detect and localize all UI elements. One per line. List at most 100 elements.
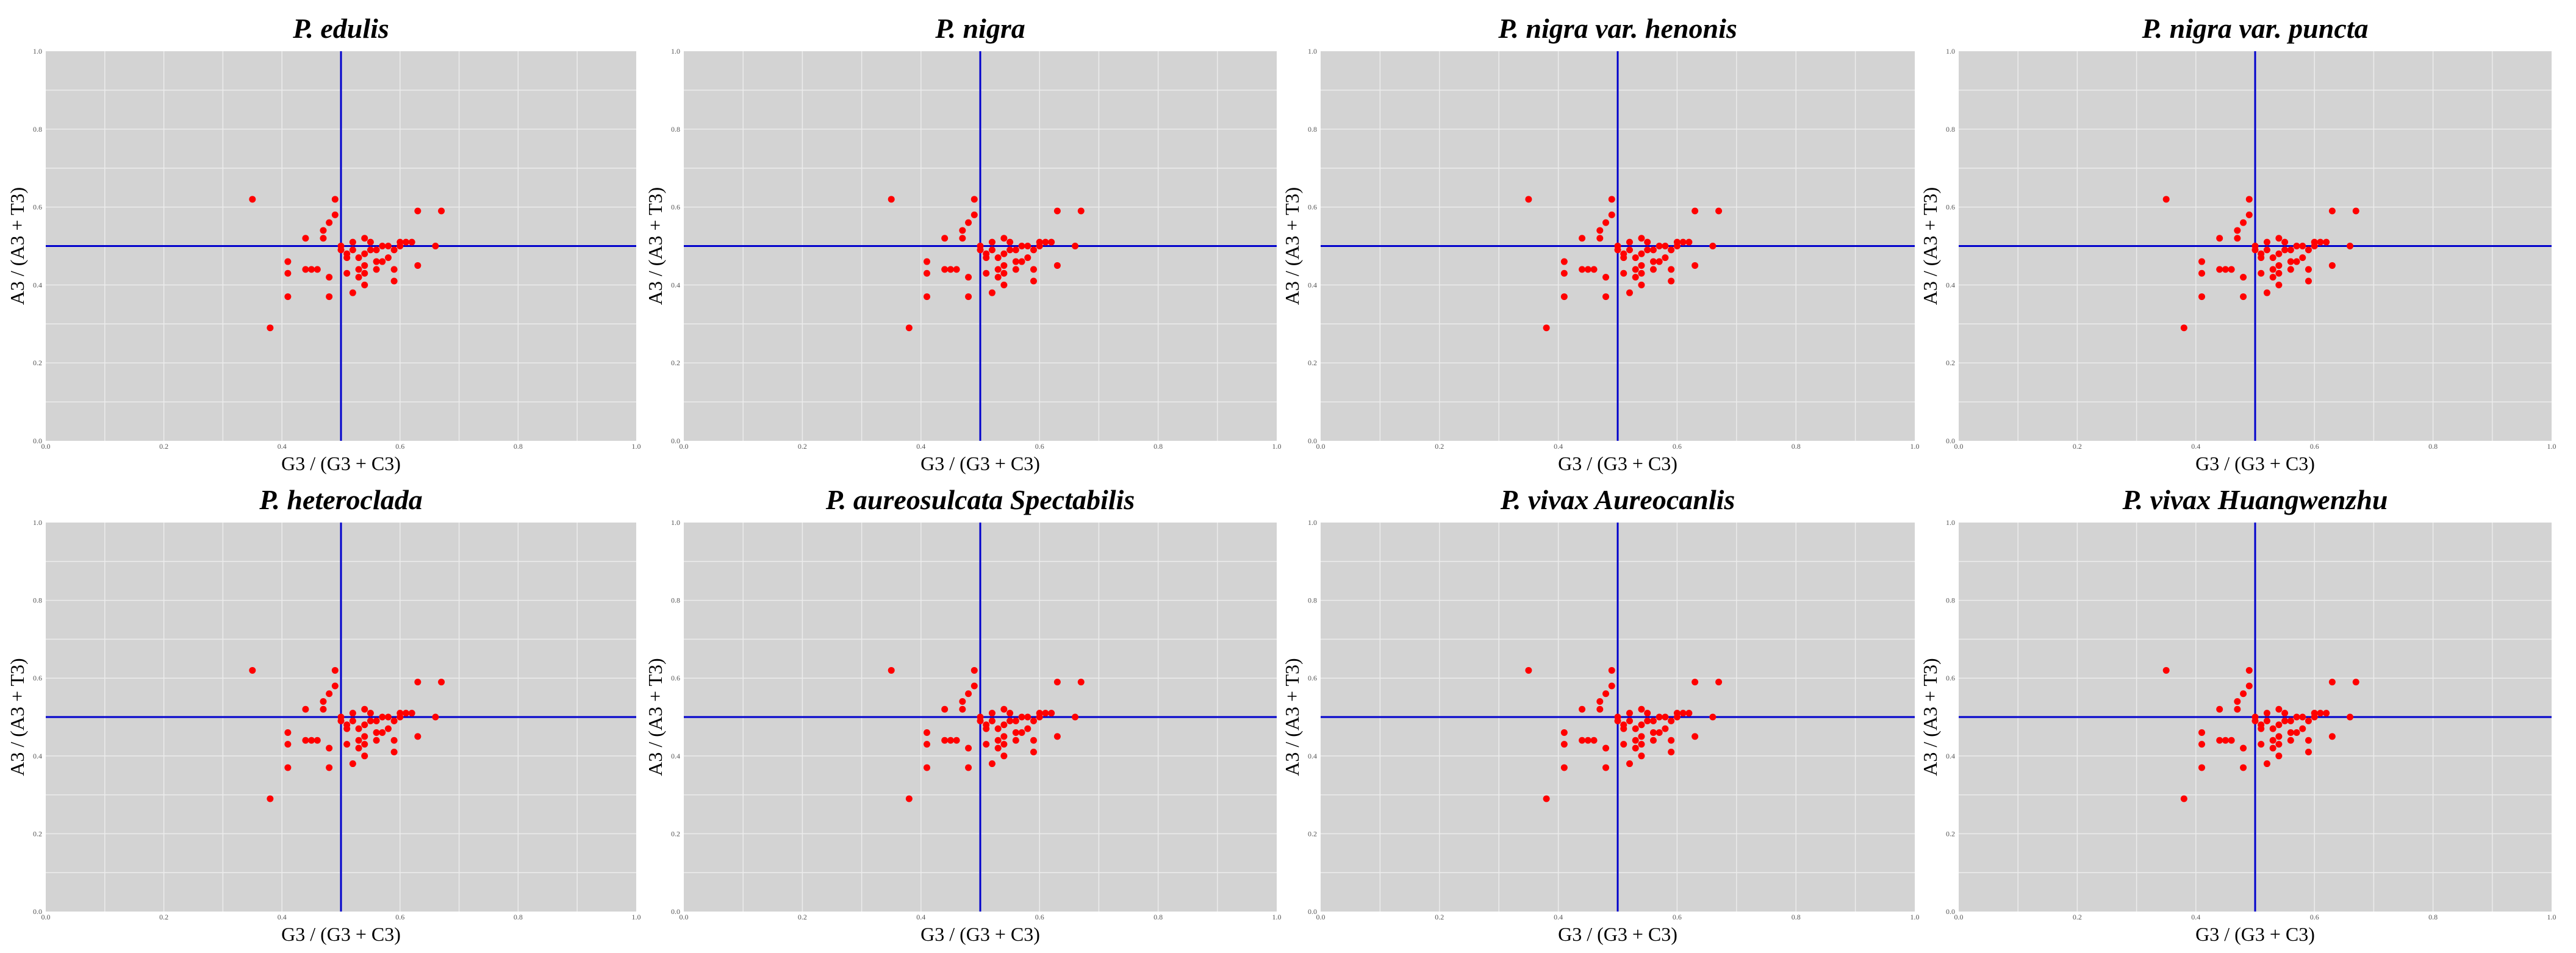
data-point [1048,710,1055,717]
x-tick-label: 0.2 [2073,913,2082,921]
data-point [965,764,972,771]
y-tick-label: 0.0 [671,907,680,916]
data-point [1000,262,1008,269]
panel-4: 0.0 0.2 0.4 0.6 0.8 1.0 0.0 0.2 0.4 0.6 0.8 1.0 P. n… [1919,13,2556,474]
data-point [2299,713,2306,721]
data-point [349,246,356,254]
data-point [1560,729,1568,737]
data-point [331,682,339,690]
data-point [390,266,398,273]
x-tick-label: 0.6 [2310,442,2319,451]
y-tick-label: 1.0 [671,47,680,55]
data-point [977,717,984,724]
data-point [1692,679,1699,686]
data-point [2275,262,2283,269]
y-tick-label: 0.6 [671,674,680,682]
data-point [2328,733,2336,740]
data-point [1000,721,1008,729]
data-point [1638,733,1645,740]
x-tick-label: 0.2 [1435,913,1444,921]
data-point [284,269,292,277]
data-point [953,737,960,744]
data-point [1053,207,1061,215]
data-point [994,274,1002,281]
y-tick-label: 1.0 [671,518,680,527]
data-point [2269,737,2276,744]
data-point [905,795,913,802]
data-point [1662,713,1669,721]
data-point [2305,246,2312,254]
data-point [396,243,404,249]
data-point [1656,713,1663,721]
data-point [2287,258,2294,265]
x-tick-label: 0.6 [1673,442,1682,451]
data-point [1709,243,1717,249]
data-point [1692,733,1699,740]
data-point [1590,737,1598,744]
data-point [1024,254,1031,262]
data-point [905,324,913,332]
data-point [2198,269,2206,277]
x-axis-label: G3 / (G3 + C3) [2195,452,2315,474]
y-axis-label: A3 / (A3 + T3) [6,658,28,776]
data-point [390,717,398,724]
data-point [1638,262,1645,269]
data-point [1692,262,1699,269]
data-point [414,262,422,269]
data-point [1668,717,1675,724]
data-point [308,737,315,744]
x-tick-label: 0.4 [916,913,925,921]
data-point [2198,293,2206,301]
x-tick-label: 0.6 [395,913,404,921]
data-point [1668,266,1675,273]
x-tick-label: 0.0 [1316,442,1326,451]
chart-title: P. aureosulcata Spectabilis [825,484,1135,515]
x-axis-label: G3 / (G3 + C3) [281,452,401,474]
data-point [994,266,1002,273]
y-tick-label: 0.8 [1308,125,1317,134]
data-point [355,274,362,281]
data-point [947,266,954,273]
data-point [888,666,895,674]
data-point [2263,289,2270,296]
data-point [432,713,439,721]
y-tick-label: 0.8 [671,596,680,605]
data-point [326,274,333,281]
data-point [2269,744,2276,752]
data-point [1579,737,1586,744]
y-tick-label: 0.8 [33,596,42,605]
x-tick-label: 0.0 [1316,913,1326,921]
x-tick-label: 0.4 [278,442,287,451]
data-point [1077,679,1085,686]
y-tick-label: 0.4 [671,752,680,760]
data-point [2245,211,2253,218]
data-point [361,269,368,277]
data-point [2269,274,2276,281]
x-tick-label: 0.2 [798,442,807,451]
data-point [970,211,978,218]
data-point [1632,744,1639,752]
data-point [302,266,309,273]
x-tick-label: 0.6 [1035,442,1044,451]
data-point [1560,258,1568,265]
data-point [267,324,274,332]
x-tick-label: 0.2 [159,913,168,921]
data-point [1000,752,1008,760]
y-tick-label: 1.0 [1308,47,1317,55]
data-point [959,705,966,713]
data-point [2263,238,2270,246]
x-axis-label: G3 / (G3 + C3) [920,923,1040,945]
data-point [1602,744,1610,752]
data-point [1662,254,1669,262]
y-tick-label: 0.0 [671,437,680,445]
y-tick-label: 0.6 [33,203,42,212]
data-point [1632,254,1639,262]
data-point [326,219,333,226]
data-point [983,269,990,277]
y-tick-label: 0.4 [33,752,42,760]
data-point [1632,725,1639,732]
data-point [373,737,380,744]
data-point [2228,266,2235,273]
data-point [1579,235,1586,242]
panel-8: 0.0 0.2 0.4 0.6 0.8 1.0 0.0 0.2 0.4 0.6 0.8 1.0 P. v… [1919,484,2556,945]
